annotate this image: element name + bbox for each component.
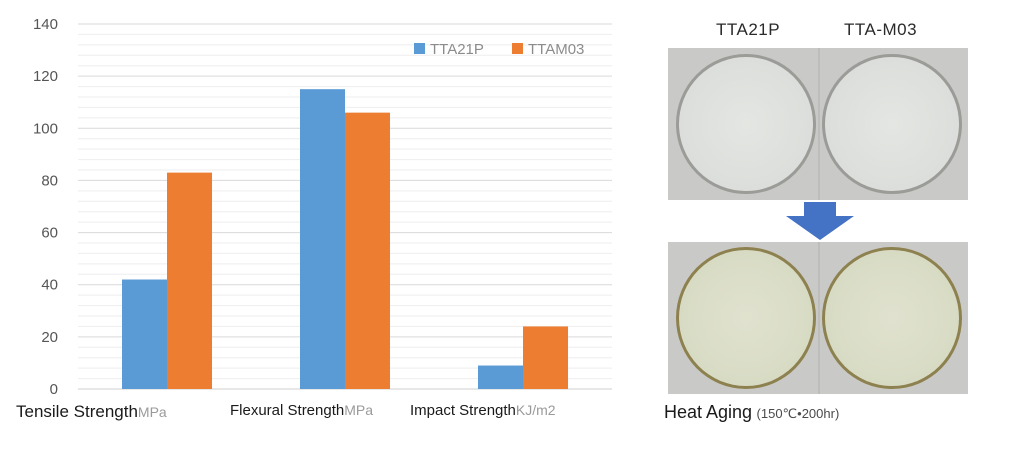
y-tick-label: 80 — [41, 172, 58, 189]
category-unit: MPa — [137, 404, 167, 420]
category-name: Flexural Strength — [230, 402, 345, 419]
chart-plot: 0 20 40 60 80 100 120 140 TTA21P TTAM03 — [33, 16, 612, 398]
category-label-flexural: Flexural StrengthMPa — [230, 402, 373, 420]
category-name: Tensile Strength — [16, 402, 138, 421]
legend-label-tta21p: TTA21P — [430, 41, 484, 58]
bar-tta21p-0 — [122, 279, 167, 389]
y-tick-label: 140 — [33, 16, 58, 33]
sample-disc-ttam03-after — [822, 247, 962, 389]
category-label-impact: Impact StrengthKJ/m2 — [410, 402, 556, 420]
caption-condition: (150℃•200hr) — [756, 406, 840, 421]
y-tick-label: 0 — [50, 381, 58, 398]
bar-ttam03-2 — [523, 326, 568, 389]
sample-disc-tta21p-after — [676, 247, 816, 389]
photo-column-label-tta21p: TTA21P — [716, 20, 781, 39]
category-unit: KJ/m2 — [515, 402, 556, 418]
legend-label-ttam03: TTAM03 — [528, 41, 584, 58]
caption-main: Heat Aging — [664, 402, 753, 422]
category-unit: MPa — [344, 402, 374, 418]
sample-disc-tta21p-before — [676, 54, 816, 194]
down-arrow-icon — [786, 202, 854, 240]
y-tick-label: 100 — [33, 120, 58, 137]
photo-after-aging — [668, 242, 968, 394]
bar-ttam03-0 — [167, 172, 212, 389]
category-label-tensile: Tensile StrengthMPa — [16, 402, 167, 422]
bar-tta21p-1 — [300, 89, 345, 389]
bar-tta21p-2 — [478, 365, 523, 389]
legend-swatch-ttam03 — [512, 43, 523, 54]
photo-column-label-ttam03: TTA-M03 — [844, 20, 918, 39]
category-name: Impact Strength — [410, 402, 516, 419]
heat-aging-photos: TTA21P TTA-M03 Heat Aging (150℃•200hr) — [660, 0, 1010, 458]
heat-aging-caption: Heat Aging (150℃•200hr) — [664, 402, 839, 423]
photo-seam — [818, 48, 820, 200]
y-tick-label: 120 — [33, 68, 58, 85]
legend-swatch-tta21p — [414, 43, 425, 54]
sample-disc-ttam03-before — [822, 54, 962, 194]
bar-chart: 0 20 40 60 80 100 120 140 TTA21P TTAM03 Tensile S… — [16, 16, 612, 422]
photo-before-aging — [668, 48, 968, 200]
y-tick-label: 40 — [41, 277, 58, 294]
y-tick-label: 20 — [41, 329, 58, 346]
bar-ttam03-1 — [345, 112, 390, 390]
photo-seam — [818, 242, 820, 394]
y-tick-label: 60 — [41, 225, 58, 242]
